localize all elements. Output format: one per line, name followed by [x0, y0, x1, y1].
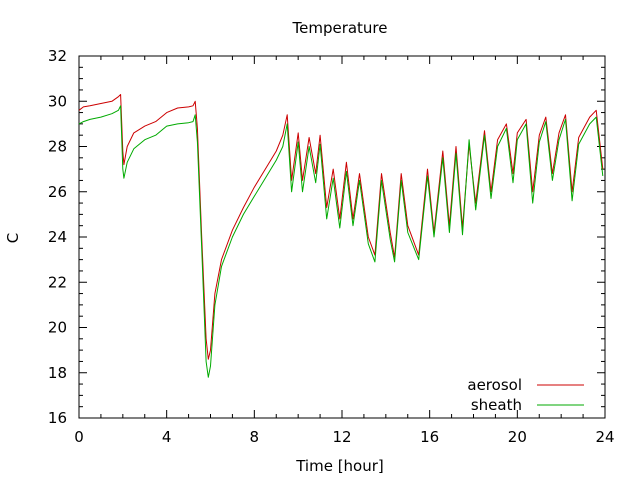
- y-tick-label: 18: [48, 364, 67, 382]
- legend: aerosol sheath: [467, 376, 584, 414]
- x-axis-label: Time [hour]: [295, 457, 384, 475]
- plot-frame: [78, 55, 606, 419]
- x-tick-label: 4: [162, 428, 172, 446]
- x-tick-label: 12: [332, 428, 351, 446]
- legend-label-aerosol: aerosol: [467, 376, 522, 394]
- series-line-aerosol: [78, 94, 604, 360]
- y-tick-label: 24: [48, 228, 67, 246]
- x-tick-label: 20: [508, 428, 527, 446]
- y-tick-label: 32: [48, 47, 67, 65]
- y-tick-label: 26: [48, 183, 67, 201]
- series-layer: [78, 94, 604, 378]
- y-tick-label: 16: [48, 409, 67, 427]
- legend-label-sheath: sheath: [471, 396, 522, 414]
- y-tick-label: 20: [48, 319, 67, 337]
- y-axis-label: C: [4, 233, 22, 243]
- y-tick-label: 30: [48, 92, 67, 110]
- x-tick-label: 16: [420, 428, 439, 446]
- x-tick-label: 0: [74, 428, 84, 446]
- series-line-sheath: [78, 105, 604, 378]
- x-tick-label: 8: [250, 428, 260, 446]
- y-tick-label: 28: [48, 138, 67, 156]
- x-tick-label: 24: [595, 428, 614, 446]
- axis-ticks: 0 4 8 12 16 20 24 16 18 20 22 24 26 28 30 32: [48, 47, 615, 446]
- y-tick-label: 22: [48, 273, 67, 291]
- chart-title: Temperature: [291, 19, 387, 37]
